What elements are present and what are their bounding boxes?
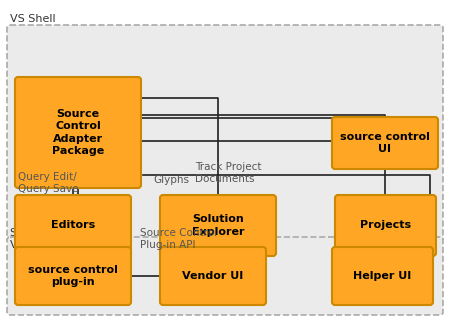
Text: Source
Control
Adapter
Package: Source Control Adapter Package: [52, 109, 104, 156]
Text: Helper UI: Helper UI: [353, 271, 411, 281]
Text: Solution
Explorer: Solution Explorer: [191, 214, 244, 237]
FancyBboxPatch shape: [15, 195, 131, 256]
Text: Vendor UI: Vendor UI: [182, 271, 243, 281]
Text: VS Shell: VS Shell: [10, 14, 55, 24]
Text: Editors: Editors: [51, 221, 95, 230]
Text: Glyphs: Glyphs: [152, 175, 189, 185]
FancyBboxPatch shape: [160, 195, 276, 256]
FancyBboxPatch shape: [331, 117, 437, 169]
FancyBboxPatch shape: [160, 247, 265, 305]
Text: source control
UI: source control UI: [339, 132, 429, 154]
FancyBboxPatch shape: [15, 77, 141, 188]
FancyBboxPatch shape: [7, 237, 442, 315]
FancyBboxPatch shape: [7, 25, 442, 241]
Text: Projects: Projects: [359, 221, 410, 230]
Text: Source Control
Vendor: Source Control Vendor: [10, 228, 92, 249]
Text: source control
plug-in: source control plug-in: [28, 265, 118, 287]
FancyBboxPatch shape: [334, 195, 435, 256]
FancyBboxPatch shape: [331, 247, 432, 305]
Text: Query Edit/
Query Save: Query Edit/ Query Save: [18, 172, 78, 194]
Text: Track Project
Documents: Track Project Documents: [194, 162, 261, 184]
Text: Source Control
Plug-in API: Source Control Plug-in API: [140, 228, 216, 249]
FancyBboxPatch shape: [15, 247, 131, 305]
